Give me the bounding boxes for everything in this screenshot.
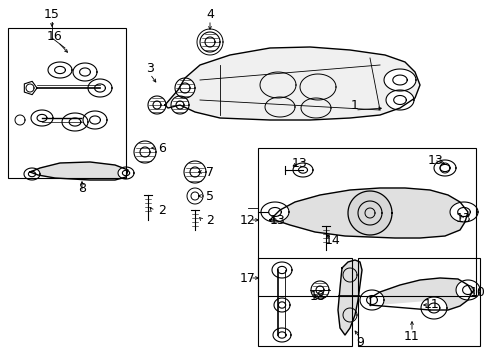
Text: 9: 9 bbox=[355, 336, 363, 348]
Polygon shape bbox=[148, 96, 165, 114]
Bar bbox=[258, 148, 475, 296]
Text: 11: 11 bbox=[423, 298, 439, 311]
Text: 15: 15 bbox=[44, 8, 60, 21]
Text: 12: 12 bbox=[240, 213, 255, 226]
Polygon shape bbox=[118, 167, 134, 179]
Polygon shape bbox=[73, 63, 97, 81]
Polygon shape bbox=[30, 162, 128, 180]
Polygon shape bbox=[269, 188, 467, 238]
Polygon shape bbox=[31, 110, 53, 126]
Polygon shape bbox=[310, 281, 328, 299]
Text: 17: 17 bbox=[240, 271, 255, 284]
Polygon shape bbox=[261, 202, 288, 222]
Text: 2: 2 bbox=[205, 213, 214, 226]
Text: 11: 11 bbox=[403, 329, 419, 342]
Text: 4: 4 bbox=[205, 8, 214, 21]
Polygon shape bbox=[385, 90, 413, 110]
Polygon shape bbox=[369, 278, 471, 310]
Bar bbox=[8, 28, 126, 178]
Polygon shape bbox=[134, 141, 156, 163]
Text: 8: 8 bbox=[78, 181, 86, 194]
Text: 10: 10 bbox=[469, 285, 485, 298]
Polygon shape bbox=[359, 290, 383, 310]
Text: 1: 1 bbox=[350, 99, 358, 112]
Bar bbox=[357, 258, 479, 346]
Text: 5: 5 bbox=[205, 189, 214, 202]
Polygon shape bbox=[292, 163, 312, 177]
Polygon shape bbox=[455, 280, 479, 300]
Bar bbox=[258, 258, 351, 346]
Polygon shape bbox=[383, 69, 415, 91]
Text: 3: 3 bbox=[146, 62, 154, 75]
Text: 14: 14 bbox=[325, 234, 340, 247]
Polygon shape bbox=[183, 161, 205, 183]
Polygon shape bbox=[273, 298, 289, 312]
Polygon shape bbox=[175, 78, 195, 98]
Polygon shape bbox=[337, 260, 361, 335]
Polygon shape bbox=[449, 202, 477, 222]
Text: 13: 13 bbox=[269, 213, 285, 226]
Polygon shape bbox=[420, 297, 446, 319]
Polygon shape bbox=[48, 62, 72, 78]
Polygon shape bbox=[171, 96, 189, 114]
Polygon shape bbox=[272, 328, 290, 342]
Polygon shape bbox=[271, 262, 291, 278]
Polygon shape bbox=[88, 79, 112, 97]
Text: 2: 2 bbox=[158, 203, 165, 216]
Polygon shape bbox=[433, 160, 455, 176]
Polygon shape bbox=[62, 113, 88, 131]
Text: 6: 6 bbox=[158, 141, 165, 154]
Polygon shape bbox=[24, 168, 40, 180]
Text: 16: 16 bbox=[47, 30, 63, 42]
Text: 13: 13 bbox=[291, 157, 307, 170]
Text: 18: 18 bbox=[309, 289, 325, 302]
Polygon shape bbox=[164, 47, 419, 120]
Polygon shape bbox=[347, 191, 391, 235]
Text: 7: 7 bbox=[205, 166, 214, 179]
Text: 13: 13 bbox=[455, 212, 471, 225]
Polygon shape bbox=[200, 32, 220, 52]
Text: 13: 13 bbox=[427, 153, 443, 166]
Polygon shape bbox=[83, 111, 107, 129]
